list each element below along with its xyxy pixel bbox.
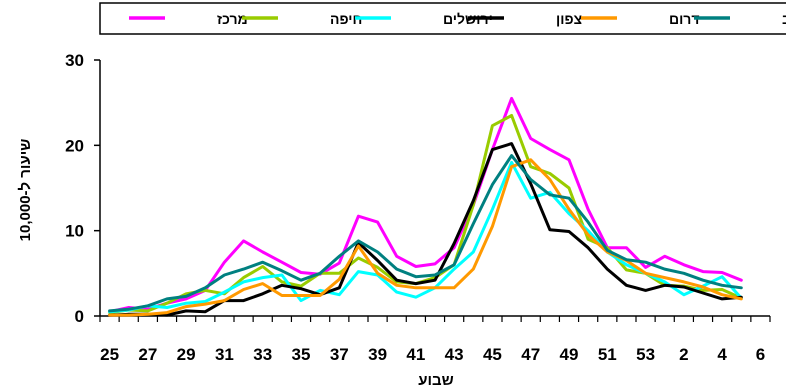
legend-box (99, 2, 786, 35)
x-tick-label: 2 (679, 345, 688, 364)
x-tick-label: 31 (215, 345, 234, 364)
x-tick-label: 49 (560, 345, 579, 364)
x-axis-title: שבוע (418, 372, 453, 387)
legend: מרכז חיפה ירושלים צפון דרום תל אביב (99, 2, 786, 35)
x-tick-label: 37 (330, 345, 349, 364)
series-line (108, 160, 743, 314)
y-tick-label: 10 (65, 222, 84, 241)
x-tick-label: 33 (253, 345, 272, 364)
series-line (108, 158, 743, 317)
legend-label: צפון (556, 11, 582, 27)
x-tick-label: 45 (483, 345, 502, 364)
x-tick-label: 25 (100, 345, 119, 364)
x-tick-label: 29 (177, 345, 196, 364)
x-tick-label: 27 (138, 345, 157, 364)
x-tick-label: 47 (521, 345, 540, 364)
legend-label: ירושלים (443, 11, 493, 27)
legend-label: חיפה (330, 11, 362, 27)
y-axis-title: שיעור ל-10,000 (17, 139, 34, 242)
series-line (108, 142, 743, 317)
x-tick-label: 35 (292, 345, 311, 364)
series-layer (108, 96, 743, 317)
x-tick-label: 4 (717, 345, 727, 364)
y-tick-label: 20 (65, 136, 84, 155)
x-tick-label: 41 (406, 345, 425, 364)
y-tick-label: 30 (65, 51, 84, 70)
series-line (108, 96, 743, 314)
legend-label: מרכז (217, 11, 248, 27)
x-tick-label: 53 (636, 345, 655, 364)
x-tick-label: 43 (445, 345, 464, 364)
x-tick-label: 39 (368, 345, 387, 364)
y-ticks: 0 10 20 30 (65, 51, 100, 326)
legend-label: תל אביב (782, 11, 786, 27)
x-tick-label: 51 (598, 345, 617, 364)
legend-label: דרום (669, 11, 700, 27)
y-tick-label: 0 (75, 307, 84, 326)
series-line (108, 154, 743, 313)
x-ticks: 25 27 29 31 33 35 37 39 41 43 45 47 49 51 53 2 4 6 (99, 316, 771, 364)
x-tick-label: 6 (756, 345, 765, 364)
